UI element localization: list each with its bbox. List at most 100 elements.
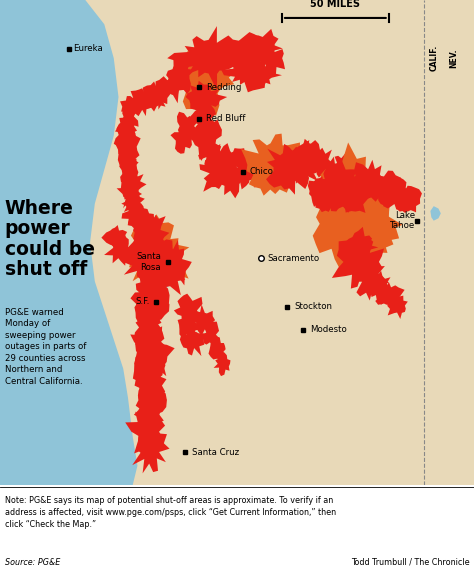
Polygon shape <box>157 240 192 285</box>
Polygon shape <box>336 174 375 213</box>
Text: Where
power
could be
shut off: Where power could be shut off <box>5 199 95 280</box>
Polygon shape <box>101 225 127 255</box>
Polygon shape <box>175 50 237 116</box>
Polygon shape <box>332 179 361 213</box>
Polygon shape <box>313 161 350 201</box>
Polygon shape <box>115 113 137 139</box>
Polygon shape <box>121 170 146 199</box>
Polygon shape <box>266 140 317 195</box>
Polygon shape <box>198 129 221 167</box>
Polygon shape <box>320 167 399 273</box>
Polygon shape <box>246 29 283 62</box>
Polygon shape <box>120 158 140 189</box>
Polygon shape <box>133 211 169 258</box>
Polygon shape <box>216 143 242 172</box>
Polygon shape <box>178 58 187 71</box>
Polygon shape <box>136 377 167 426</box>
Polygon shape <box>114 122 136 154</box>
Polygon shape <box>119 145 138 174</box>
Polygon shape <box>382 177 417 213</box>
Polygon shape <box>375 282 405 306</box>
Polygon shape <box>139 239 185 295</box>
Polygon shape <box>345 227 378 265</box>
Text: Note: PG&E says its map of potential shut-off areas is approximate. To verify if: Note: PG&E says its map of potential shu… <box>5 496 336 529</box>
Polygon shape <box>178 307 201 338</box>
Polygon shape <box>121 192 145 220</box>
Text: Red Bluff: Red Bluff <box>206 114 246 123</box>
Text: Santa
Rosa: Santa Rosa <box>137 252 161 272</box>
Polygon shape <box>255 42 285 76</box>
Polygon shape <box>180 323 207 356</box>
Polygon shape <box>348 160 388 205</box>
Polygon shape <box>125 408 165 457</box>
Polygon shape <box>177 112 200 138</box>
Polygon shape <box>130 319 168 373</box>
Polygon shape <box>120 96 144 122</box>
Polygon shape <box>214 161 246 198</box>
Polygon shape <box>396 186 422 212</box>
Polygon shape <box>185 81 227 113</box>
Polygon shape <box>161 72 185 103</box>
Text: NEV.: NEV. <box>450 48 458 68</box>
Polygon shape <box>142 82 171 111</box>
Text: Modesto: Modesto <box>310 325 347 334</box>
Polygon shape <box>136 262 170 306</box>
Polygon shape <box>130 280 170 322</box>
Polygon shape <box>128 205 157 248</box>
Text: Santa Cruz: Santa Cruz <box>192 448 239 456</box>
Polygon shape <box>293 140 327 177</box>
Text: S.F.: S.F. <box>135 297 149 306</box>
Polygon shape <box>174 294 202 325</box>
Polygon shape <box>243 64 282 88</box>
Polygon shape <box>221 53 269 92</box>
Polygon shape <box>241 134 305 196</box>
Polygon shape <box>122 101 138 128</box>
Polygon shape <box>246 156 273 189</box>
Text: Redding: Redding <box>206 83 242 92</box>
Polygon shape <box>152 262 173 298</box>
Text: Todd Trumbull / The Chronicle: Todd Trumbull / The Chronicle <box>351 558 469 567</box>
Polygon shape <box>315 182 345 212</box>
Polygon shape <box>352 258 389 301</box>
Text: Stockton: Stockton <box>294 302 332 311</box>
Text: Source: PG&E: Source: PG&E <box>5 558 60 567</box>
Text: Sacramento: Sacramento <box>268 254 320 262</box>
Polygon shape <box>323 156 345 185</box>
Polygon shape <box>104 230 132 266</box>
Polygon shape <box>221 32 265 76</box>
Text: Chico: Chico <box>250 167 273 176</box>
Polygon shape <box>135 367 166 404</box>
Polygon shape <box>387 288 408 319</box>
Polygon shape <box>188 101 217 142</box>
Polygon shape <box>0 0 137 485</box>
Polygon shape <box>200 153 236 192</box>
Polygon shape <box>131 86 154 116</box>
Polygon shape <box>149 76 174 110</box>
Polygon shape <box>366 170 403 205</box>
Text: PG&E warned
Monday of
sweeping power
outages in parts of
29 counties across
Nort: PG&E warned Monday of sweeping power out… <box>5 308 86 386</box>
Polygon shape <box>280 139 322 184</box>
Polygon shape <box>135 294 166 331</box>
Polygon shape <box>132 431 170 474</box>
Polygon shape <box>204 144 229 172</box>
Polygon shape <box>134 389 166 439</box>
Text: Lake
Tahoe: Lake Tahoe <box>390 211 415 230</box>
Text: CALIF.: CALIF. <box>429 45 438 71</box>
Text: 50 MILES: 50 MILES <box>310 0 360 9</box>
Polygon shape <box>121 194 149 230</box>
Polygon shape <box>124 214 189 286</box>
Polygon shape <box>166 57 195 94</box>
Polygon shape <box>135 330 174 378</box>
Polygon shape <box>167 26 242 91</box>
Polygon shape <box>209 337 226 359</box>
Polygon shape <box>313 142 402 270</box>
Polygon shape <box>308 176 331 210</box>
Polygon shape <box>189 119 222 161</box>
Polygon shape <box>171 129 193 154</box>
Polygon shape <box>133 347 165 401</box>
Polygon shape <box>316 159 365 211</box>
Polygon shape <box>214 351 230 376</box>
Text: Eureka: Eureka <box>73 44 103 53</box>
Polygon shape <box>117 182 142 208</box>
Polygon shape <box>195 304 215 336</box>
